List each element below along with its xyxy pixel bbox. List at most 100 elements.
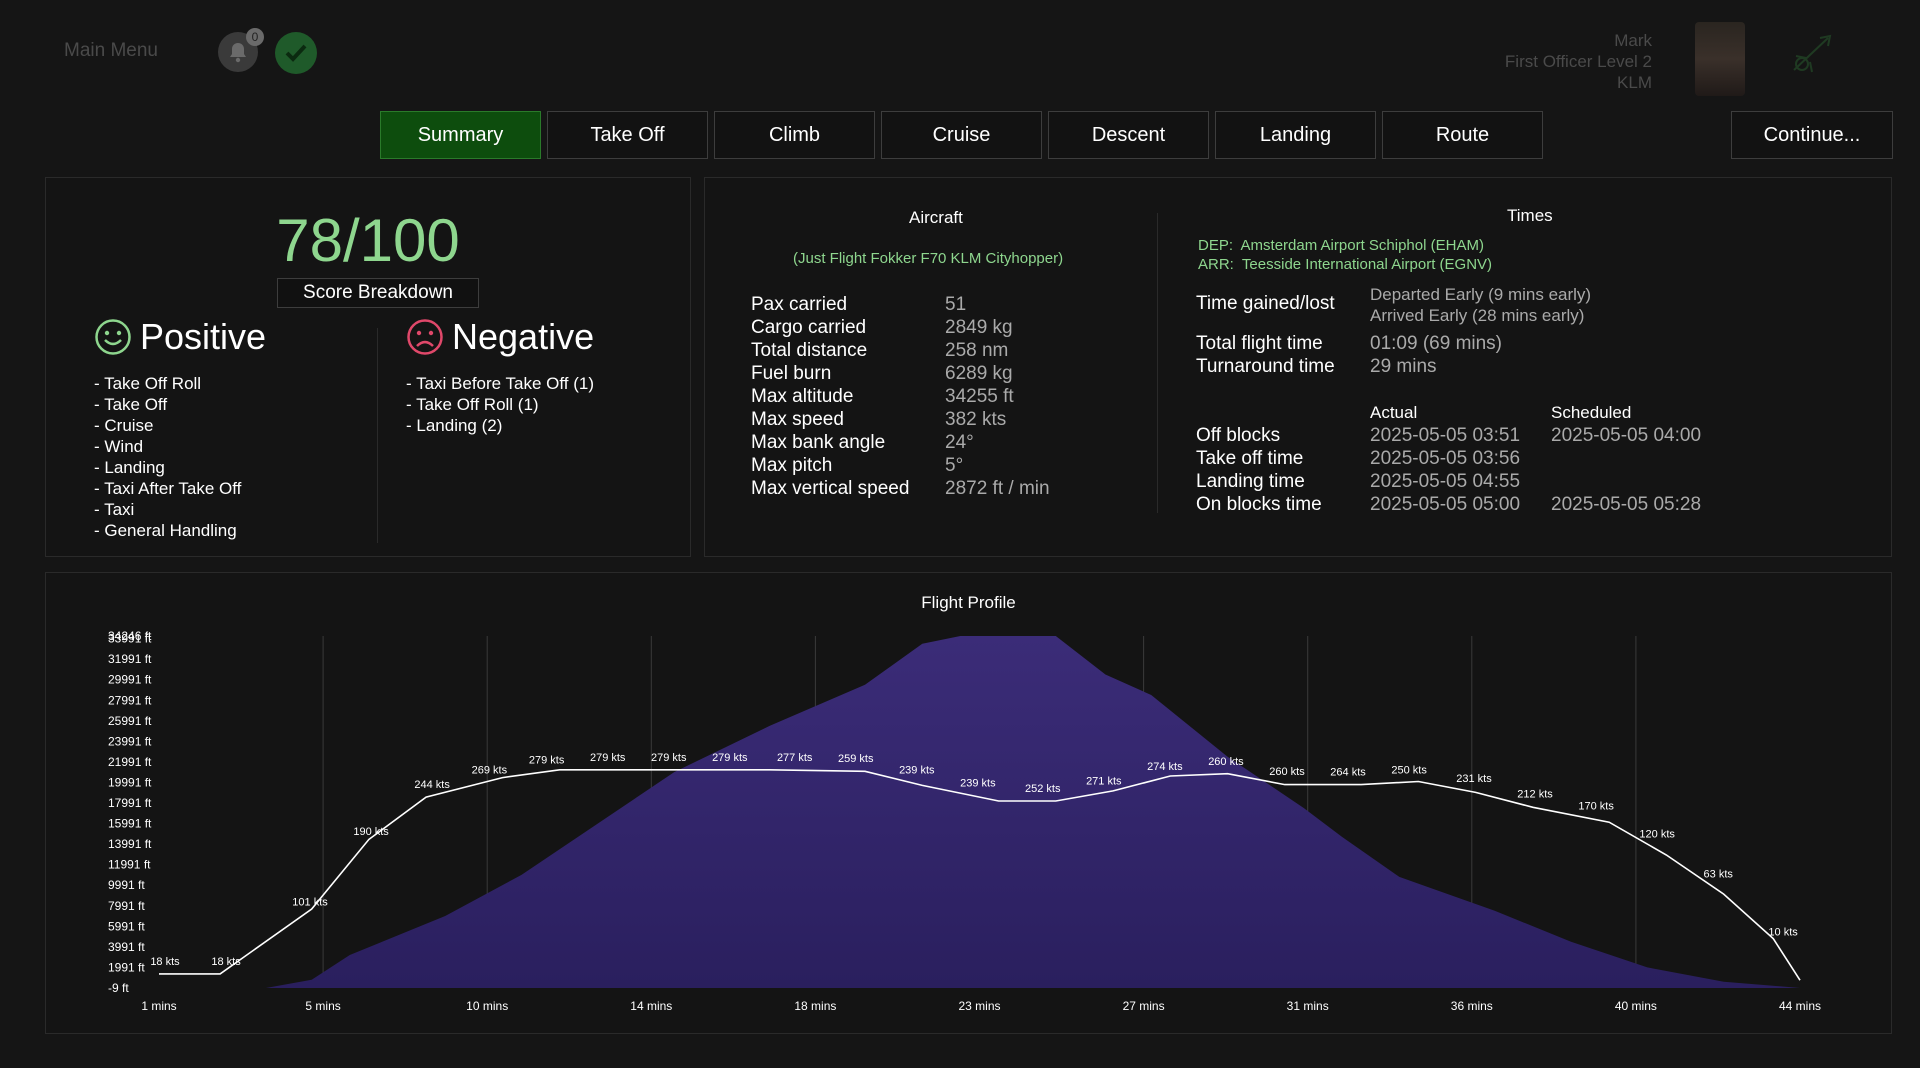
main-menu-link[interactable]: Main Menu [64, 40, 158, 61]
avatar[interactable] [1695, 22, 1745, 96]
speed-label: 239 kts [960, 778, 996, 790]
y-tick-label: 33991 ft [108, 632, 152, 646]
speed-label: 279 kts [529, 754, 565, 766]
tab-summary[interactable]: Summary [380, 111, 541, 159]
landing-scheduled [1551, 470, 1701, 493]
flight-profile-panel: Flight Profile -9 ft 1991 ft 3991 ft 5991 f… [45, 572, 1892, 1034]
x-tick-label: 27 mins [1123, 999, 1165, 1013]
departed-early: Departed Early (9 mins early) [1370, 285, 1592, 304]
speed-label: 63 kts [1704, 868, 1734, 880]
speed-label: 18 kts [211, 956, 241, 968]
y-tick-label: 29991 ft [108, 673, 152, 687]
aircraft-stat-values: 51 2849 kg 258 nm 6289 kg 34255 ft 382 k… [945, 293, 1050, 500]
flight-time-values: 01:09 (69 mins) 29 mins [1370, 332, 1502, 378]
score-divider [377, 328, 378, 543]
negative-title: Negative [452, 316, 595, 357]
flight-time-labels: Total flight time Turnaround time [1196, 332, 1335, 378]
list-item: - Landing (2) [406, 416, 503, 435]
stat-value: 5° [945, 455, 964, 476]
stat-label: Pax carried [751, 294, 848, 315]
on-blocks-scheduled: 2025-05-05 05:28 [1551, 494, 1702, 515]
frown-icon [407, 319, 443, 355]
list-item: - Take Off Roll (1) [406, 395, 539, 414]
top-bar: Main Menu 0 Mark First Officer Level 2 K… [0, 0, 1920, 105]
y-tick-label: 21991 ft [108, 755, 152, 769]
y-tick-label: 31991 ft [108, 652, 152, 666]
chart-title: Flight Profile [921, 593, 1016, 612]
stat-value: 51 [945, 294, 967, 315]
score-panel: 78/100 Score Breakdown Positive Negative… [45, 177, 691, 557]
list-item: - Take Off [94, 395, 168, 414]
bell-icon [230, 43, 246, 63]
check-icon [285, 44, 307, 62]
y-tick-label: 23991 ft [108, 734, 152, 748]
speed-label: 260 kts [1208, 756, 1244, 768]
list-item: - Taxi Before Take Off (1) [406, 374, 595, 393]
stat-label: Cargo carried [751, 317, 867, 338]
time-row-scheduled: 2025-05-05 04:00 2025-05-05 05:28 [1551, 424, 1701, 516]
aircraft-stat-labels: Pax carried Cargo carried Total distance… [751, 293, 909, 500]
time-gained-label: Time gained/lost [1196, 293, 1335, 314]
stat-label: Max bank angle [751, 432, 886, 453]
score-breakdown-button[interactable]: Score Breakdown [277, 278, 479, 308]
tab-descent[interactable]: Descent [1048, 111, 1209, 159]
stat-label: Max vertical speed [751, 478, 910, 499]
list-item: - Wind [94, 437, 144, 456]
time-row-actual: 2025-05-05 03:51 2025-05-05 03:56 2025-0… [1370, 424, 1520, 516]
notifications-button[interactable]: 0 [218, 28, 264, 72]
total-flight-value: 01:09 (69 mins) [1370, 333, 1503, 354]
user-rank: First Officer Level 2 [1504, 52, 1652, 71]
x-tick-label: 31 mins [1287, 999, 1329, 1013]
negative-list: - Taxi Before Take Off (1) - Take Off Ro… [406, 373, 594, 436]
speed-label: 271 kts [1086, 776, 1122, 788]
tab-take-off[interactable]: Take Off [547, 111, 708, 159]
tab-cruise[interactable]: Cruise [881, 111, 1042, 159]
landing-actual: 2025-05-05 04:55 [1370, 471, 1521, 492]
speed-label: 101 kts [292, 896, 328, 908]
off-blocks-scheduled: 2025-05-05 04:00 [1551, 425, 1702, 446]
x-tick-label: 1 mins [141, 999, 176, 1013]
status-check-button[interactable] [275, 32, 317, 74]
tab-climb[interactable]: Climb [714, 111, 875, 159]
stat-value: 34255 ft [945, 386, 1014, 407]
y-tick-label: 3991 ft [108, 940, 145, 954]
speed-label: 274 kts [1147, 761, 1183, 773]
x-tick-label: 18 mins [794, 999, 836, 1013]
stat-value: 258 nm [945, 340, 1009, 361]
y-tick-label: 25991 ft [108, 714, 152, 728]
score-value: 78/100 [276, 207, 460, 274]
speed-label: 190 kts [353, 826, 389, 838]
stat-value: 2849 kg [945, 317, 1013, 338]
smile-icon [95, 319, 131, 355]
y-tick-label: 11991 ft [108, 858, 151, 872]
off-blocks-actual: 2025-05-05 03:51 [1370, 425, 1521, 446]
x-tick-label: 14 mins [630, 999, 672, 1013]
details-divider [1157, 213, 1158, 513]
arrived-early: Arrived Early (28 mins early) [1370, 306, 1585, 325]
arr-airport: Teesside International Airport (EGNV) [1241, 256, 1493, 273]
x-tick-label: 5 mins [305, 999, 340, 1013]
speed-label: 279 kts [712, 752, 748, 764]
x-tick-label: 10 mins [466, 999, 508, 1013]
tab-route[interactable]: Route [1382, 111, 1543, 159]
stat-value: 24° [945, 432, 974, 453]
speed-label: 259 kts [838, 753, 874, 765]
dep-label: DEP: [1198, 237, 1234, 254]
turnaround-value: 29 mins [1370, 356, 1437, 377]
x-tick-label: 23 mins [958, 999, 1000, 1013]
stat-label: Max pitch [751, 455, 833, 476]
speed-label: 239 kts [899, 765, 935, 777]
landing-label: Landing time [1196, 471, 1305, 492]
speed-label: 277 kts [777, 752, 813, 764]
off-blocks-label: Off blocks [1196, 425, 1281, 446]
dep-airport: Amsterdam Airport Schiphol (EHAM) [1240, 237, 1484, 254]
speed-label: 212 kts [1517, 788, 1553, 800]
continue-button[interactable]: Continue... [1731, 111, 1893, 159]
list-item: - Take Off Roll [94, 374, 202, 393]
actual-header: Actual [1370, 403, 1418, 422]
tab-landing[interactable]: Landing [1215, 111, 1376, 159]
arr-label: ARR: [1198, 256, 1234, 273]
total-flight-label: Total flight time [1196, 333, 1323, 354]
y-tick-label: -9 ft [108, 981, 129, 995]
airplane-icon[interactable] [1790, 34, 1834, 74]
